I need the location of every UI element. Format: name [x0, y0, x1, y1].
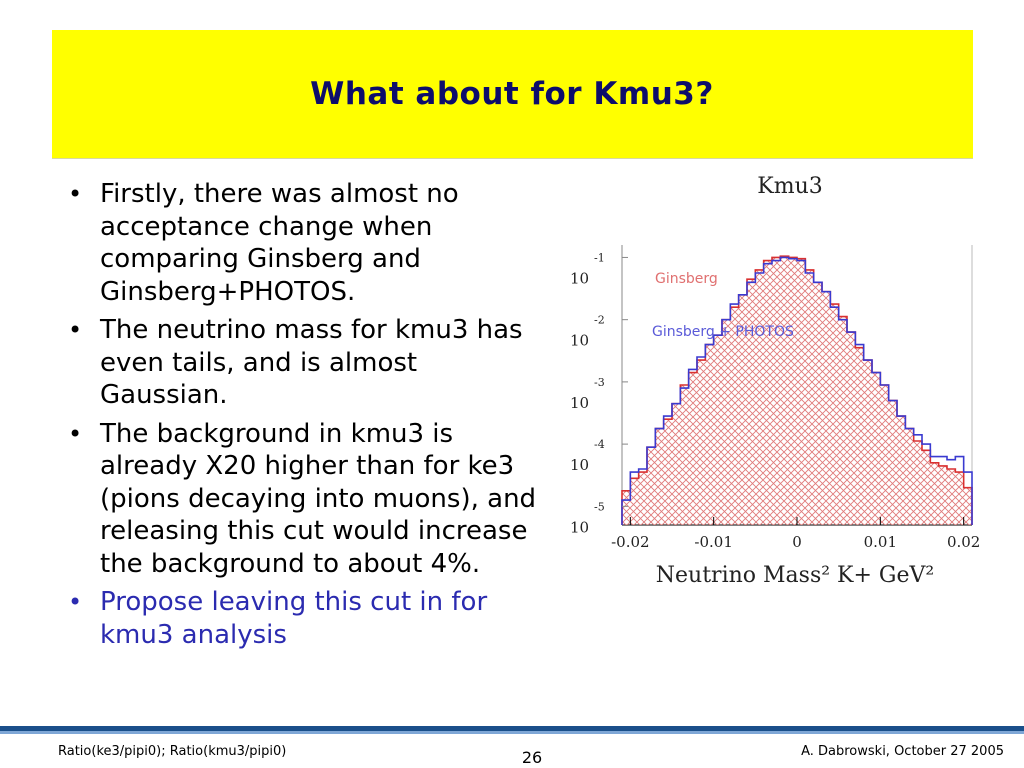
y-tick-label-base: 10: [570, 456, 589, 474]
x-tick-label: 0: [792, 533, 802, 551]
x-tick-label: 0.02: [947, 533, 980, 551]
y-tick-label-base: 10: [570, 518, 589, 536]
bullet-text: The neutrino mass for kmu3 has even tail…: [100, 315, 523, 410]
y-tick-label-exp: -2: [594, 314, 605, 327]
title-banner: [52, 30, 973, 159]
bullet-dot-icon: •: [68, 419, 83, 448]
y-tick-label-exp: -3: [594, 376, 605, 389]
legend-ginsberg-photos: Ginsberg + PHOTOS: [652, 324, 794, 340]
bullet-text: Propose leaving this cut in for kmu3 ana…: [100, 587, 488, 650]
legend-ginsberg: Ginsberg: [655, 271, 718, 287]
y-tick-label-base: 10: [570, 269, 589, 287]
bullet-item: • Propose leaving this cut in for kmu3 an…: [62, 586, 552, 651]
footer-rule: [0, 726, 1024, 731]
bullet-dot-icon: •: [68, 588, 83, 616]
bullet-text: Firstly, there was almost no acceptance …: [100, 179, 459, 307]
y-tick-label-base: 10: [570, 394, 589, 412]
y-tick-label-base: 10: [570, 332, 589, 350]
bullet-list: • Firstly, there was almost no acceptance…: [62, 178, 552, 657]
footer-right-text: A. Dabrowski, October 27 2005: [801, 744, 1004, 759]
slide-title: What about for Kmu3?: [310, 76, 714, 112]
x-tick-label: 0.01: [864, 533, 897, 551]
bullet-item: • The background in kmu3 is already X20 h…: [62, 418, 552, 581]
bullet-item: • The neutrino mass for kmu3 has even tai…: [62, 314, 552, 412]
x-axis-label: Neutrino Mass² K+ GeV²: [656, 563, 934, 588]
x-tick-label: -0.02: [611, 533, 649, 551]
footer-left-text: Ratio(ke3/pipi0); Ratio(kmu3/pipi0): [58, 744, 287, 759]
bullet-item: • Firstly, there was almost no acceptance…: [62, 178, 552, 308]
y-tick-label-exp: -5: [594, 500, 605, 513]
y-tick-label-exp: -4: [594, 438, 605, 451]
bullet-text: The background in kmu3 is already X20 hi…: [100, 418, 537, 579]
histogram-fill-0: [622, 256, 972, 525]
page-number: 26: [521, 748, 543, 767]
bullet-dot-icon: •: [68, 316, 83, 344]
chart-title: Kmu3: [757, 174, 822, 199]
bullet-dot-icon: •: [68, 180, 83, 208]
y-tick-label-exp: -1: [594, 251, 605, 264]
footer-rule-accent: [0, 731, 1024, 734]
histogram-series-1: [621, 256, 973, 525]
x-tick-label: -0.01: [694, 533, 732, 551]
